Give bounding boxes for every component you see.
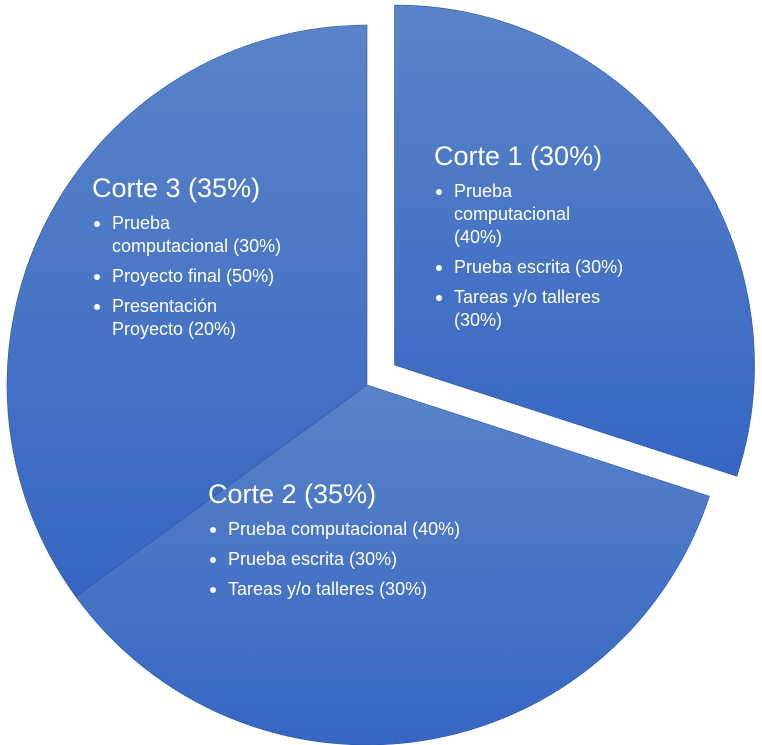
slice-title-corte-1: Corte 1 (30%) — [434, 141, 603, 171]
slice-item: Prueba escrita (30%) — [434, 256, 656, 279]
pie-slice-1 — [394, 4, 755, 477]
slice-items-corte-2: Prueba computacional (40%) Prueba escrit… — [208, 518, 548, 601]
slice-item: Proyecto final (50%) — [92, 265, 330, 288]
pie-slice-2 — [75, 384, 710, 745]
pie-slice-3 — [6, 24, 368, 598]
slice-item: Prueba escrita (30%) — [208, 548, 548, 571]
slice-item: Tareas y/o talleres (30%) — [208, 578, 548, 601]
slice-item: Prueba computacional (40%) — [434, 180, 614, 249]
slice-items-corte-1: Prueba computacional (40%) Prueba escrit… — [434, 180, 656, 332]
slice-label-corte-2: Corte 2 (35%) Prueba computacional (40%)… — [208, 478, 548, 608]
slice-items-corte-3: Prueba computacional (30%) Proyecto fina… — [92, 212, 330, 341]
slice-title-corte-2: Corte 2 (35%) — [208, 479, 377, 509]
slice-item: Prueba computacional (40%) — [208, 518, 548, 541]
slice-label-corte-3: Corte 3 (35%) Prueba computacional (30%)… — [92, 172, 342, 348]
pie-slices — [6, 4, 755, 745]
slice-label-corte-1: Corte 1 (30%) Prueba computacional (40%)… — [434, 140, 684, 339]
slice-item: Presentación Proyecto (20%) — [92, 295, 282, 341]
slice-item: Tareas y/o talleres (30%) — [434, 286, 644, 332]
slice-title-corte-3: Corte 3 (35%) — [92, 173, 261, 203]
slice-item: Prueba computacional (30%) — [92, 212, 282, 258]
